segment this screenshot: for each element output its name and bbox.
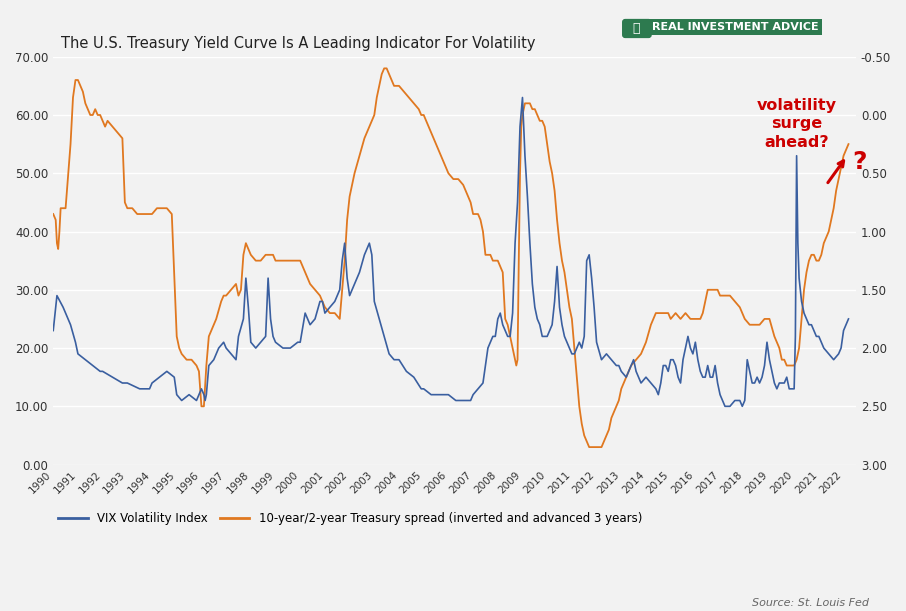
Text: The U.S. Treasury Yield Curve Is A Leading Indicator For Volatility: The U.S. Treasury Yield Curve Is A Leadi…	[62, 37, 535, 51]
Text: Source: St. Louis Fed: Source: St. Louis Fed	[752, 598, 869, 608]
Text: volatility
surge
ahead?: volatility surge ahead?	[757, 98, 836, 150]
Text: ?: ?	[853, 150, 867, 174]
Text: ⛊: ⛊	[625, 22, 649, 35]
Text: REAL INVESTMENT ADVICE: REAL INVESTMENT ADVICE	[652, 22, 819, 32]
Legend: VIX Volatility Index, 10-year/2-year Treasury spread (inverted and advanced 3 ye: VIX Volatility Index, 10-year/2-year Tre…	[53, 508, 647, 530]
